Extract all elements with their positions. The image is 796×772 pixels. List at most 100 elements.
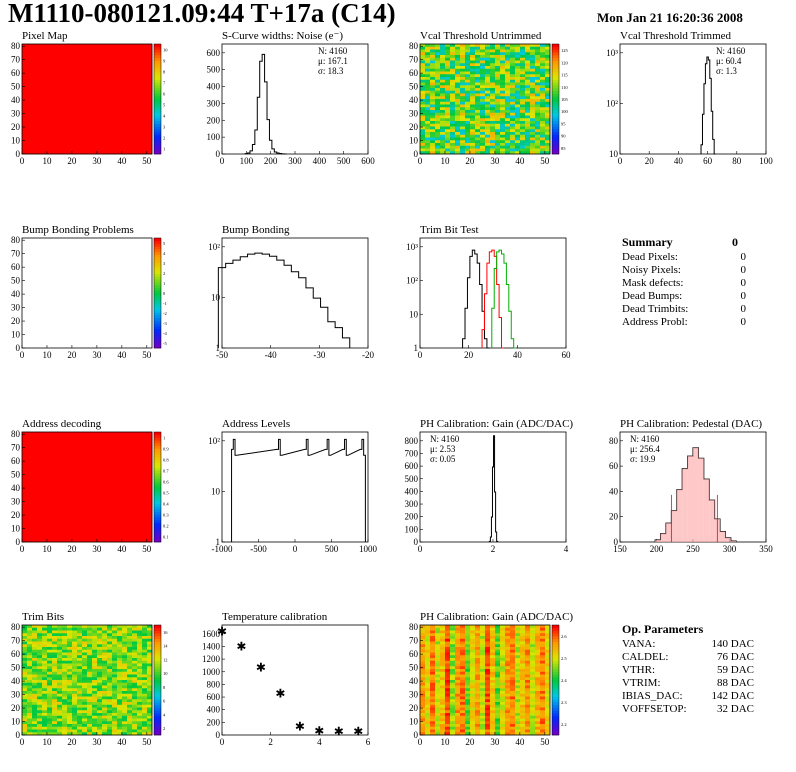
heatmap-cell	[102, 448, 108, 452]
heatmap-cell	[82, 90, 88, 94]
heatmap-cell	[82, 60, 88, 64]
heatmap-cell	[142, 93, 148, 97]
heatmap-cell	[440, 148, 446, 152]
heatmap-cell	[67, 96, 73, 100]
heatmap-cell	[107, 677, 113, 681]
heatmap-cell	[122, 71, 128, 75]
y-tick-label: 0	[414, 537, 419, 547]
heatmap-cell	[122, 112, 128, 116]
heatmap-cell	[92, 718, 98, 722]
color-scale-cell	[552, 66, 559, 70]
heatmap-cell	[465, 74, 471, 78]
heatmap-cell	[57, 137, 63, 141]
heatmap-cell	[485, 115, 491, 119]
heatmap-cell	[37, 699, 43, 703]
heatmap-cell	[435, 702, 441, 706]
heatmap-cell	[475, 74, 481, 78]
heatmap-cell	[62, 143, 68, 147]
heatmap-cell	[540, 77, 546, 81]
heatmap-cell	[440, 655, 446, 659]
heatmap-cell	[435, 674, 441, 678]
heatmap-cell	[545, 90, 551, 94]
heatmap-cell	[27, 663, 33, 667]
heatmap-cell	[147, 462, 153, 466]
heatmap-cell	[92, 663, 98, 667]
heatmap-cell	[102, 503, 108, 507]
heatmap-cell	[67, 522, 73, 526]
heatmap-cell	[445, 696, 451, 700]
heatmap-cell	[107, 693, 113, 697]
heatmap-cell	[82, 104, 88, 108]
heatmap-cell	[92, 525, 98, 529]
heatmap-cell	[82, 487, 88, 491]
heatmap-cell	[430, 93, 436, 97]
heatmap-cell	[42, 503, 48, 507]
heatmap-cell	[112, 647, 118, 651]
heatmap-cell	[132, 445, 138, 449]
heatmap-cell	[137, 693, 143, 697]
heatmap-cell	[97, 74, 103, 78]
heatmap-cell	[92, 85, 98, 89]
heatmap-cell	[62, 448, 68, 452]
heatmap-cell	[27, 539, 33, 543]
heatmap-cell	[97, 726, 103, 730]
y-tick-label: 1000	[202, 667, 221, 677]
heatmap-cell	[52, 88, 58, 92]
heatmap-cell	[87, 644, 93, 648]
heatmap-cell	[430, 674, 436, 678]
heatmap-cell	[22, 467, 28, 471]
heatmap-cell	[460, 115, 466, 119]
heatmap-cell	[77, 729, 83, 733]
heatmap-cell	[67, 101, 73, 105]
heatmap-cell	[540, 143, 546, 147]
heatmap-cell	[62, 90, 68, 94]
heatmap-cell	[470, 148, 476, 152]
heatmap-cell	[102, 71, 108, 75]
heatmap-cell	[112, 655, 118, 659]
heatmap-cell	[525, 88, 531, 92]
x-tick-label: 40	[117, 156, 127, 166]
heatmap-cell	[465, 101, 471, 105]
heatmap-cell	[520, 71, 526, 75]
heatmap-cell	[460, 68, 466, 72]
heatmap-cell	[142, 514, 148, 518]
heatmap-cell	[42, 677, 48, 681]
heatmap-cell	[137, 68, 143, 72]
heatmap-cell	[132, 145, 138, 149]
heatmap-cell	[147, 539, 153, 543]
heatmap-cell	[127, 691, 133, 695]
heatmap-cell	[42, 459, 48, 463]
heatmap-cell	[77, 140, 83, 144]
heatmap-cell	[72, 671, 78, 675]
heatmap-cell	[445, 666, 451, 670]
heatmap-cell	[117, 93, 123, 97]
heatmap-cell	[22, 625, 28, 629]
heatmap-cell	[87, 110, 93, 114]
heatmap-cell	[520, 85, 526, 89]
heatmap-cell	[465, 71, 471, 75]
heatmap-cell	[147, 710, 153, 714]
heatmap-cell	[92, 459, 98, 463]
heatmap-cell	[127, 729, 133, 733]
heatmap-cell	[47, 495, 53, 499]
heatmap-cell	[540, 121, 546, 125]
heatmap-cell	[27, 143, 33, 147]
heatmap-cell	[460, 134, 466, 138]
heatmap-cell	[27, 55, 33, 59]
heatmap-cell	[107, 476, 113, 480]
heatmap-cell	[122, 143, 128, 147]
heatmap-cell	[107, 696, 113, 700]
heatmap-cell	[137, 77, 143, 81]
heatmap-cell	[92, 448, 98, 452]
heatmap-cell	[122, 693, 128, 697]
heatmap-cell	[127, 680, 133, 684]
heatmap-cell	[52, 500, 58, 504]
heatmap-cell	[67, 443, 73, 447]
heatmap-cell	[22, 148, 28, 152]
heatmap-cell	[82, 66, 88, 70]
heatmap-cell	[22, 432, 28, 436]
heatmap-cell	[440, 93, 446, 97]
heatmap-cell	[47, 104, 53, 108]
heatmap-cell	[52, 77, 58, 81]
heatmap-cell	[450, 663, 456, 667]
